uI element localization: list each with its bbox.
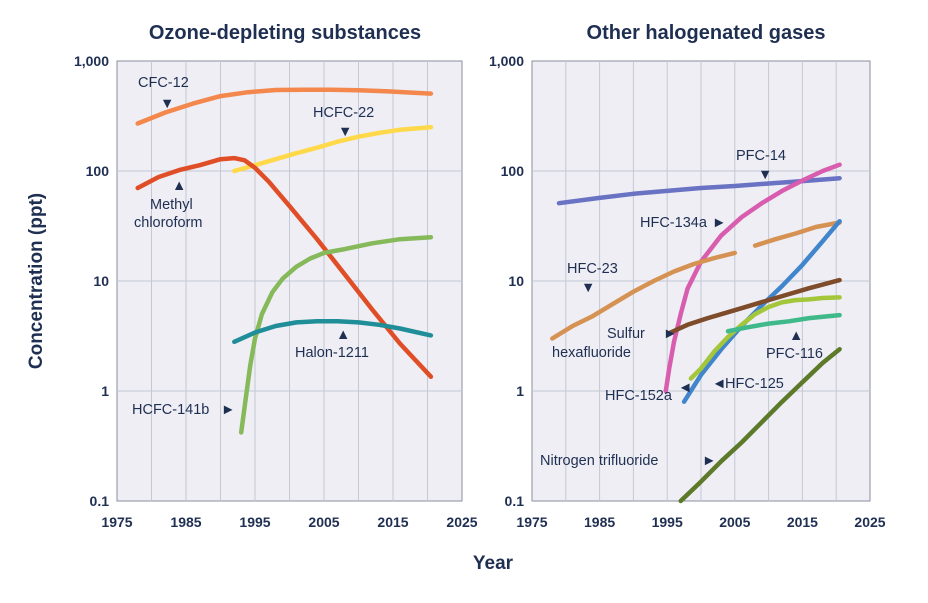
series-line-hfc-23-recent — [752, 220, 842, 248]
y-tick-label: 0.1 — [90, 493, 110, 509]
x-tick-label: 1995 — [652, 514, 683, 530]
series-line-hcfc-22 — [232, 124, 434, 174]
label-hcfc-141b: HCFC-141b — [132, 402, 209, 418]
label-chloroform: chloroform — [134, 215, 203, 231]
y-tick-label: 1,000 — [74, 53, 109, 69]
y-tick-label: 1,000 — [489, 53, 524, 69]
x-tick-label: 1975 — [101, 514, 132, 530]
x-tick-label: 2025 — [446, 514, 477, 530]
y-tick-label: 100 — [86, 163, 110, 179]
label-sulfur: Sulfur — [607, 326, 645, 342]
series-layer — [550, 162, 842, 504]
series-line-nitrogen-trifluoride — [678, 346, 842, 504]
y-tick-label: 10 — [93, 273, 109, 289]
arrow-hfc-125: ◄ — [712, 376, 726, 392]
series-line-hfc-134a — [663, 162, 842, 394]
arrow-hcfc-22: ▼ — [338, 124, 352, 140]
x-tick-label: 2015 — [377, 514, 408, 530]
series-line-halon-1211 — [232, 319, 434, 345]
label-cfc-12: CFC-12 — [138, 75, 189, 91]
series-line-methyl-chloroform — [135, 155, 434, 379]
series-line-hfc-23 — [550, 250, 738, 341]
plot-background — [531, 60, 871, 502]
series-line-hfc-152a — [688, 295, 842, 381]
panel-title: Other halogenated gases — [587, 22, 826, 44]
arrow-hfc-23: ▼ — [581, 280, 595, 296]
tick-labels: 1975 1985 1995 2005 2015 2025 0.1 1 10 100 1,000 — [74, 53, 478, 530]
x-tick-label: 2015 — [787, 514, 818, 530]
arrow-methyl-chloroform: ▲ — [172, 178, 186, 194]
plot-background — [116, 60, 463, 502]
arrow-halon-1211: ▲ — [336, 327, 350, 343]
y-tick-label: 0.1 — [505, 493, 525, 509]
x-tick-label: 2005 — [719, 514, 750, 530]
tick-labels: 1975 1985 1995 2005 2015 2025 0.1 1 10 100 1,000 — [489, 53, 886, 530]
arrow-hfc-134a: ► — [712, 215, 726, 231]
x-axis-label: Year — [473, 553, 514, 574]
x-tick-label: 1985 — [170, 514, 201, 530]
label-hfc-134a: HFC-134a — [640, 215, 708, 231]
arrow-hfc-152a: ◄ — [678, 380, 692, 396]
y-axis-label: Concentration (ppt) — [26, 193, 47, 369]
y-tick-label: 1 — [101, 383, 109, 399]
arrow-pfc-116: ▲ — [789, 328, 803, 344]
y-tick-label: 100 — [501, 163, 525, 179]
series-line-sulfur-hexafluoride — [668, 277, 842, 335]
label-hfc-152a: HFC-152a — [605, 388, 673, 404]
series-line-hfc-125 — [681, 218, 842, 404]
series-line-cfc-12 — [135, 87, 434, 126]
label-nitrogen-trifluoride: Nitrogen trifluoride — [540, 453, 658, 469]
label-hfc-125: HFC-125 — [725, 376, 784, 392]
y-tick-label: 1 — [516, 383, 524, 399]
panel-other-halogenated: Other halogenated gases 1975 1985 1995 2005… — [489, 22, 886, 530]
arrow-nitrogen-trifluoride: ► — [702, 453, 716, 469]
arrow-hcfc-141b: ► — [221, 402, 235, 418]
annotations: CFC-12 ▼ HCFC-22 ▼ ▲ Methyl chloroform ▲… — [132, 75, 374, 418]
x-tick-label: 2005 — [308, 514, 339, 530]
label-halon-1211: Halon-1211 — [295, 345, 369, 361]
annotations: PFC-14 ▼ HFC-134a ► HFC-23 ▼ Sulfur ► he… — [540, 148, 823, 469]
label-pfc-14: PFC-14 — [736, 148, 786, 164]
x-tick-label: 1995 — [239, 514, 270, 530]
label-hcfc-22: HCFC-22 — [313, 105, 374, 121]
label-hfc-23: HFC-23 — [567, 261, 618, 277]
series-line-hcfc-141b — [238, 234, 434, 435]
arrow-sulfur-hexafluoride: ► — [663, 326, 677, 342]
arrow-pfc-14: ▼ — [758, 167, 772, 183]
panel-ozone-depleting: Ozone-depleting substances 1975 1985 1995 2… — [74, 22, 478, 530]
x-tick-label: 1975 — [516, 514, 547, 530]
series-layer — [135, 87, 434, 435]
series-line-pfc-14 — [556, 175, 842, 206]
label-methyl: Methyl — [150, 197, 193, 213]
label-hexafluoride: hexafluoride — [552, 345, 631, 361]
x-tick-label: 2025 — [854, 514, 885, 530]
label-pfc-116: PFC-116 — [766, 346, 823, 362]
x-tick-label: 1985 — [584, 514, 615, 530]
series-line-pfc-116 — [725, 312, 842, 334]
arrow-cfc-12: ▼ — [160, 96, 174, 112]
y-tick-label: 10 — [508, 273, 524, 289]
panel-title: Ozone-depleting substances — [149, 22, 421, 44]
